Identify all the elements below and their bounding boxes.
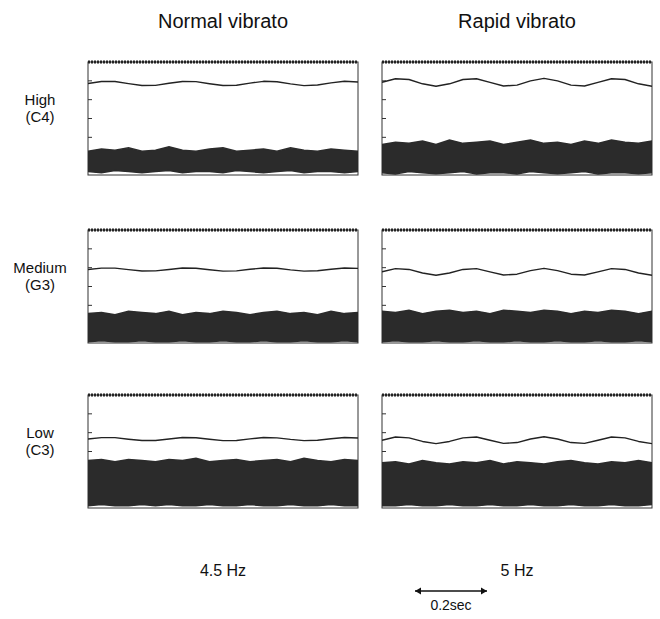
frame-notch [88, 80, 92, 81]
frame-top [88, 394, 358, 397]
frame-top [382, 61, 652, 64]
frame-notch [382, 432, 386, 433]
rate-label: 5 Hz [501, 562, 534, 579]
column-title: Normal vibrato [158, 10, 288, 32]
signal-band [88, 147, 358, 173]
frame-notch [382, 267, 386, 268]
frame-notch [382, 451, 386, 452]
frame-notch [88, 248, 92, 249]
row-label: High [25, 91, 56, 108]
frame-notch [88, 118, 92, 119]
pitch-trace [88, 268, 358, 271]
signal-band [88, 311, 358, 342]
plot-area [382, 78, 652, 173]
rate-label: 4.5 Hz [200, 562, 246, 579]
frame-notch [88, 305, 92, 306]
frame [88, 230, 358, 343]
frame [382, 230, 652, 343]
pitch-trace [88, 81, 358, 85]
panel [382, 62, 652, 175]
arrow-head [415, 588, 421, 595]
frame-notch [382, 286, 386, 287]
frame-notch [88, 267, 92, 268]
panel [88, 62, 358, 175]
pitch-trace [382, 268, 652, 275]
frame-top [382, 394, 652, 397]
row-note: (G3) [25, 276, 55, 293]
frame-notch [88, 137, 92, 138]
frame-notch [382, 305, 386, 306]
signal-band [382, 140, 652, 174]
pitch-trace [382, 437, 652, 444]
plot-area [88, 268, 358, 342]
column-title: Rapid vibrato [458, 10, 576, 32]
frame-notch [382, 248, 386, 249]
frame [88, 395, 358, 508]
arrow-head [481, 588, 487, 595]
panel [88, 230, 358, 343]
signal-band [382, 461, 652, 506]
scale-bar [415, 588, 487, 595]
row-note: (C4) [25, 108, 54, 125]
frame-notch [88, 413, 92, 414]
signal-band [382, 310, 652, 342]
row-note: (C3) [25, 441, 54, 458]
frame-notch [382, 413, 386, 414]
pitch-trace [382, 78, 652, 86]
frame-notch [88, 99, 92, 100]
signal-band [88, 458, 358, 505]
frame-top [88, 61, 358, 64]
frame-notch [88, 286, 92, 287]
frame-top [88, 229, 358, 232]
pitch-trace [88, 437, 358, 440]
plot-area [382, 437, 652, 506]
frame [382, 62, 652, 175]
plot-area [88, 81, 358, 172]
frame-notch [382, 137, 386, 138]
plot-area [382, 268, 652, 341]
frame-notch [382, 99, 386, 100]
frame-notch [382, 118, 386, 119]
scale-bar-label: 0.2sec [430, 597, 471, 613]
panel [382, 230, 652, 343]
row-label: Low [26, 424, 54, 441]
scale-bar-line [415, 590, 487, 592]
frame-notch [88, 432, 92, 433]
panel [88, 395, 358, 508]
frame-notch [88, 451, 92, 452]
figure: Normal vibrato 4.5 Hz Rapid vibrato 5 Hz Hig… [0, 0, 660, 619]
frame [382, 395, 652, 508]
panel [382, 395, 652, 508]
frame [88, 62, 358, 175]
frame-top [382, 229, 652, 232]
plot-area [88, 437, 358, 505]
row-label: Medium [13, 259, 66, 276]
